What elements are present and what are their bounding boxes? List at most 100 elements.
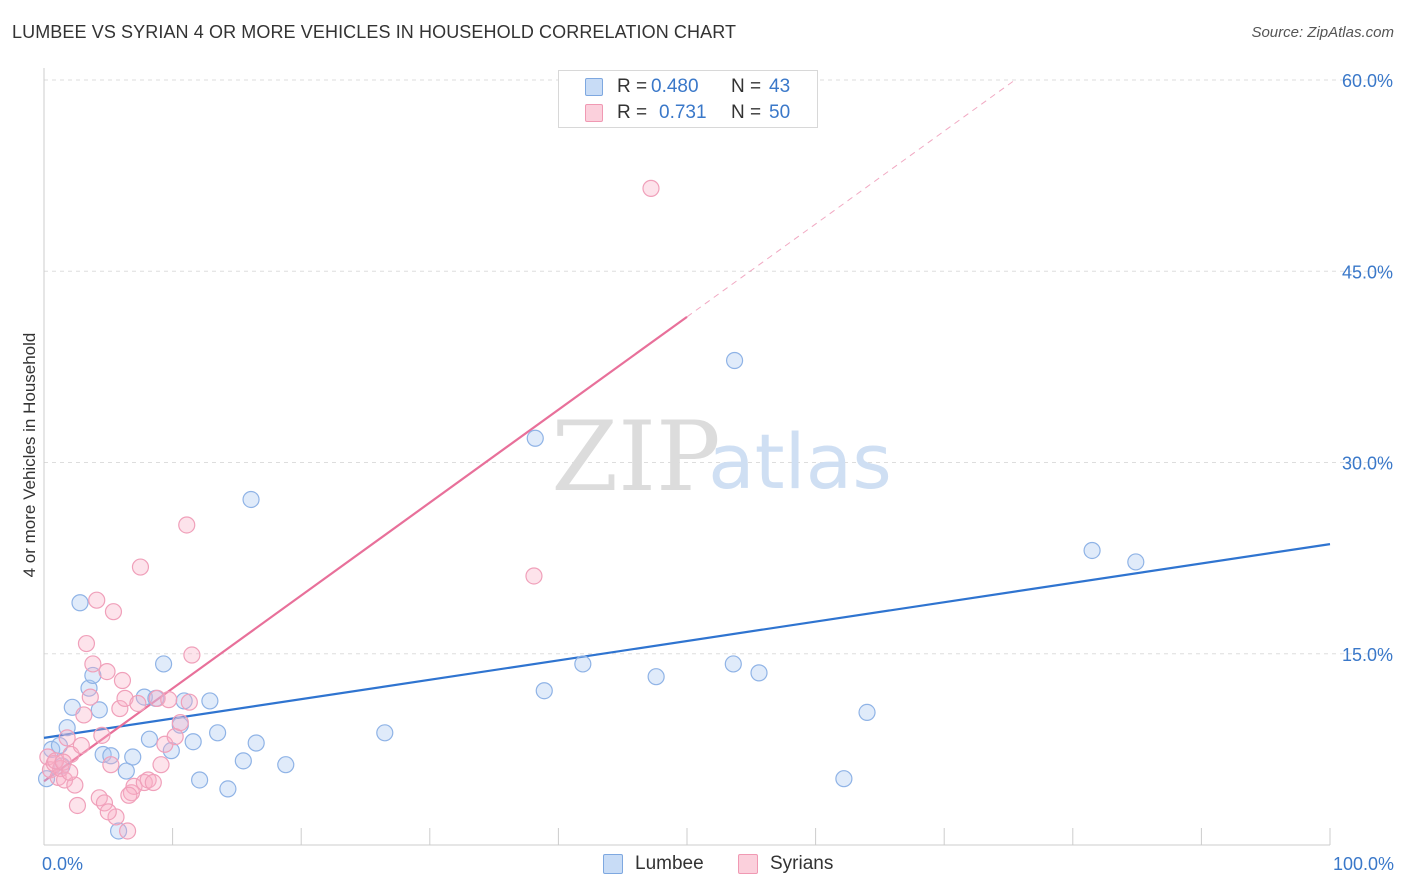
- lumbee-point: [242, 490, 260, 509]
- legend-label-syrians: Syrians: [770, 853, 834, 874]
- stats-legend-row-syrians: R = 0.731 N = 50: [559, 100, 817, 126]
- syrian-point: [160, 691, 178, 709]
- syrian-point: [75, 706, 93, 724]
- lumbee-point: [140, 730, 159, 748]
- lumbee-point: [154, 655, 173, 673]
- lumbee-point: [1083, 541, 1101, 560]
- lumbee-point: [117, 762, 135, 780]
- r-label: R =: [617, 102, 648, 123]
- chart-source: Source: ZipAtlas.com: [1251, 24, 1394, 41]
- x-tick-label: 100.0%: [1333, 854, 1394, 874]
- syrian-point: [93, 726, 111, 744]
- lumbee-point: [574, 655, 592, 673]
- legend-swatch-syrians: [738, 854, 758, 874]
- n-value: 50: [769, 102, 791, 123]
- lumbee-point: [376, 724, 394, 742]
- tick-label-layer: 15.0% 30.0% 45.0% 60.0% 0.0% 100.0%: [42, 71, 1394, 874]
- syrian-point: [120, 786, 138, 804]
- syrian-point: [144, 773, 162, 792]
- syrian-point: [58, 729, 76, 747]
- syrian-point: [642, 179, 660, 197]
- watermark-atlas: atlas: [708, 417, 892, 506]
- lumbee-trend-line: [43, 543, 1331, 739]
- lumbee-point: [277, 756, 295, 774]
- lumbee-point: [724, 655, 742, 673]
- syrian-point: [152, 756, 170, 774]
- lumbee-point: [535, 682, 553, 700]
- lumbee-point: [209, 724, 227, 742]
- syrian-point: [61, 763, 79, 781]
- lumbee-point: [219, 780, 237, 798]
- syrian-point: [39, 748, 57, 766]
- grid-layer: [44, 79, 1392, 655]
- y-tick-label: 45.0%: [1342, 262, 1393, 282]
- legend-swatch-lumbee: [585, 78, 603, 96]
- legend-label-lumbee: Lumbee: [635, 853, 704, 874]
- syrian-point: [102, 756, 120, 774]
- lumbee-point: [725, 351, 744, 370]
- r-value: 0.731: [659, 102, 707, 123]
- stats-legend-row-lumbee: R = 0.480 N = 43: [559, 74, 817, 100]
- syrian-point: [84, 655, 102, 673]
- r-label: R =: [617, 76, 648, 97]
- lumbee-point: [109, 822, 128, 840]
- syrian-point: [111, 699, 129, 718]
- lumbee-point: [1127, 553, 1145, 571]
- syrian-point: [118, 822, 137, 840]
- lumbee-point: [58, 719, 76, 737]
- lumbee-point: [90, 701, 108, 719]
- n-label: N =: [731, 76, 762, 97]
- chart-title: LUMBEE VS SYRIAN 4 OR MORE VEHICLES IN H…: [12, 22, 737, 42]
- lumbee-point: [647, 668, 665, 686]
- syrian-point: [116, 689, 134, 707]
- lumbee-point: [71, 594, 89, 612]
- lumbee-point: [750, 664, 768, 682]
- syrian-point: [81, 688, 99, 706]
- syrian-point: [66, 776, 84, 794]
- syrian-point: [98, 662, 116, 681]
- watermark-zip: ZIP: [551, 401, 720, 513]
- n-label: N =: [731, 102, 762, 123]
- lumbee-point: [162, 742, 180, 760]
- n-value: 43: [769, 76, 791, 97]
- syrian-point: [54, 753, 72, 771]
- lumbee-point: [526, 429, 544, 447]
- syrian-point: [178, 516, 196, 534]
- syrian-trend-line-extension: [686, 79, 1016, 318]
- syrian-point: [72, 736, 90, 755]
- points-layer: [37, 179, 1145, 840]
- syrian-point: [131, 558, 150, 576]
- lumbee-point: [835, 770, 853, 788]
- syrian-point: [77, 634, 96, 653]
- lumbee-point: [80, 679, 98, 697]
- lumbee-point: [124, 748, 142, 766]
- syrian-point: [88, 591, 106, 609]
- watermark: ZIP atlas: [551, 401, 891, 513]
- lumbee-point: [191, 771, 209, 789]
- lumbee-point: [234, 752, 252, 770]
- syrian-point: [171, 713, 189, 732]
- stats-legend: R = 0.480 N = 43 R = 0.731 N = 50: [558, 70, 818, 128]
- lumbee-point: [201, 692, 219, 710]
- y-tick-label: 60.0%: [1342, 71, 1393, 91]
- syrian-point: [129, 694, 147, 713]
- lumbee-point: [858, 703, 876, 722]
- syrian-point: [99, 803, 117, 821]
- syrian-point: [104, 603, 123, 621]
- y-tick-label: 15.0%: [1342, 645, 1393, 665]
- syrian-point: [95, 794, 114, 812]
- axis-layer: [43, 68, 1331, 846]
- syrian-point: [183, 646, 201, 664]
- y-tick-label: 30.0%: [1342, 454, 1393, 474]
- lumbee-point: [102, 747, 120, 765]
- lumbee-point: [184, 733, 202, 751]
- legend-swatch-syrians: [585, 104, 603, 122]
- r-value: 0.480: [651, 76, 699, 97]
- syrian-point: [180, 693, 198, 711]
- syrian-point: [125, 777, 143, 795]
- syrian-point: [90, 789, 108, 807]
- syrian-point: [113, 671, 132, 690]
- lumbee-point: [247, 734, 265, 752]
- legend-swatch-lumbee: [603, 854, 623, 874]
